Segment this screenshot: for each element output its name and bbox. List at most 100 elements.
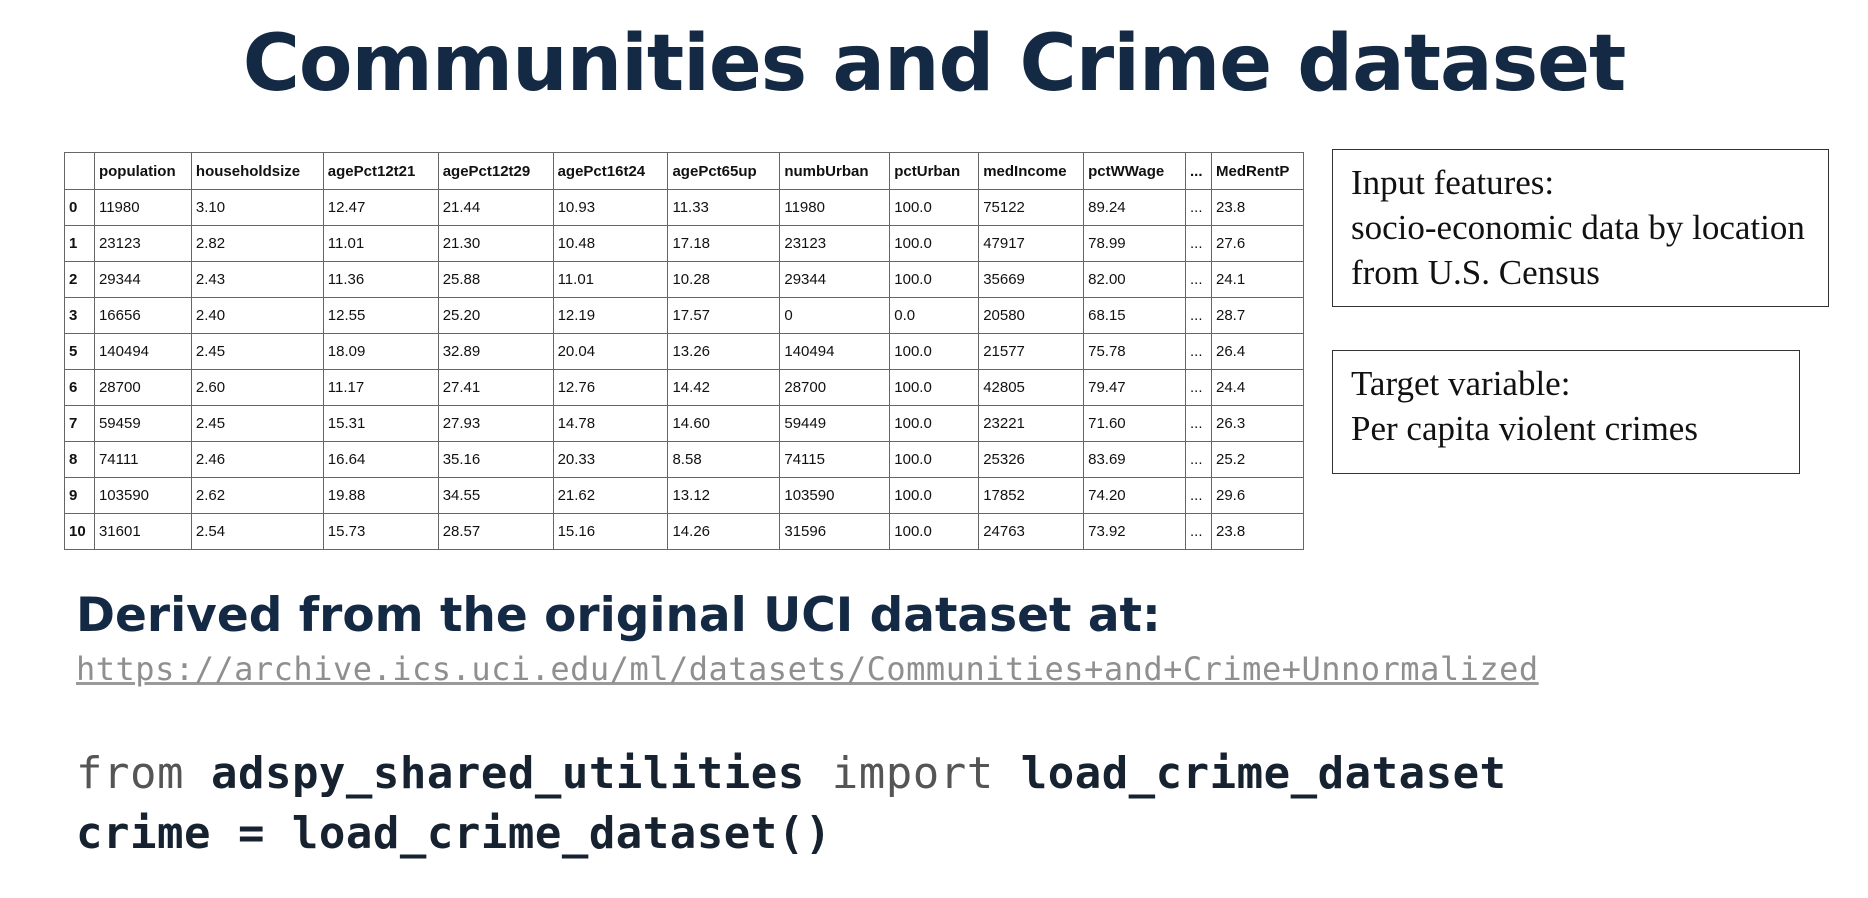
table-cell: 16656 [93, 297, 192, 334]
table-cell: 25.88 [437, 261, 554, 298]
column-header: ... [1185, 152, 1212, 190]
table-cell: 2.45 [190, 405, 324, 442]
table-cell: 35669 [978, 261, 1085, 298]
dataset-link[interactable]: https://archive.ics.uci.edu/ml/datasets/… [76, 650, 1539, 688]
table-row: 2 29344 2.43 11.36 25.88 11.01 10.28 29344 100.0… [64, 261, 1304, 298]
table-cell: 11.01 [322, 225, 439, 262]
table-cell: 74.20 [1083, 477, 1187, 514]
table-cell: 2.40 [190, 297, 324, 334]
table-cell: 13.12 [667, 477, 781, 514]
table-cell: 71.60 [1083, 405, 1187, 442]
table-cell: 29.6 [1210, 477, 1304, 514]
table-row: 5 140494 2.45 18.09 32.89 20.04 13.26 140494 100… [64, 333, 1304, 370]
table-cell: 17.18 [667, 225, 781, 262]
target-variable-box: Target variable: Per capita violent crim… [1332, 350, 1800, 474]
target-variable-desc: Per capita violent crimes [1351, 409, 1698, 448]
table-cell: 24763 [978, 513, 1085, 550]
column-header: medIncome [978, 152, 1085, 190]
table-cell: 2.60 [190, 369, 324, 406]
table-cell: 20580 [978, 297, 1085, 334]
table-cell: 2.46 [190, 441, 324, 478]
table-cell: 75122 [978, 189, 1085, 226]
table-row: 3 16656 2.40 12.55 25.20 12.19 17.57 0 0.0 20580 6… [64, 297, 1304, 334]
table-cell: 11.17 [322, 369, 439, 406]
table-cell: 24.1 [1210, 261, 1304, 298]
table-cell: 0.0 [889, 297, 980, 334]
column-header: population [93, 152, 192, 190]
table-row: 0 11980 3.10 12.47 21.44 10.93 11.33 11980 100.0… [64, 189, 1304, 226]
table-cell: 23.8 [1210, 513, 1304, 550]
column-header: householdsize [190, 152, 324, 190]
table-row: 8 74111 2.46 16.64 35.16 20.33 8.58 74115 100.0 2… [64, 441, 1304, 478]
column-header: agePct12t29 [437, 152, 554, 190]
table-cell: 3.10 [190, 189, 324, 226]
table-cell: 2.43 [190, 261, 324, 298]
row-index: 3 [64, 297, 95, 334]
row-index: 1 [64, 225, 95, 262]
input-features-source: from U.S. Census [1351, 253, 1600, 292]
table-cell: 24.4 [1210, 369, 1304, 406]
table-cell: 29344 [93, 261, 192, 298]
row-index: 10 [64, 513, 95, 550]
table-cell: 29344 [779, 261, 891, 298]
column-header: pctUrban [889, 152, 980, 190]
table-cell: 140494 [779, 333, 891, 370]
table-cell: 2.54 [190, 513, 324, 550]
code-keyword-import: import [831, 748, 994, 799]
table-cell: 103590 [93, 477, 192, 514]
table-cell: 82.00 [1083, 261, 1187, 298]
table-cell: 100.0 [889, 441, 980, 478]
table-cell: 25.20 [437, 297, 554, 334]
table-cell: 15.73 [322, 513, 439, 550]
table-cell: 27.93 [437, 405, 554, 442]
table-cell: 100.0 [889, 405, 980, 442]
column-header: agePct65up [667, 152, 781, 190]
table-cell: ... [1185, 477, 1212, 514]
table-cell: 10.48 [552, 225, 669, 262]
table-cell: ... [1185, 189, 1212, 226]
row-index: 8 [64, 441, 95, 478]
code-keyword-from: from [76, 748, 184, 799]
table-cell: 73.92 [1083, 513, 1187, 550]
table-cell: 10.28 [667, 261, 781, 298]
table-cell: 17852 [978, 477, 1085, 514]
table-cell: 25326 [978, 441, 1085, 478]
index-header [64, 152, 95, 190]
table-cell: ... [1185, 297, 1212, 334]
table-cell: 16.64 [322, 441, 439, 478]
table-cell: 15.16 [552, 513, 669, 550]
table-cell: 47917 [978, 225, 1085, 262]
table-cell: 11980 [93, 189, 192, 226]
table-cell: 28.7 [1210, 297, 1304, 334]
table-cell: 83.69 [1083, 441, 1187, 478]
row-index: 6 [64, 369, 95, 406]
table-cell: 100.0 [889, 369, 980, 406]
table-cell: 19.88 [322, 477, 439, 514]
table-cell: ... [1185, 369, 1212, 406]
column-header: numbUrban [779, 152, 891, 190]
table-cell: 21.62 [552, 477, 669, 514]
table-cell: 100.0 [889, 513, 980, 550]
table-cell: 59449 [779, 405, 891, 442]
table-cell: 25.2 [1210, 441, 1304, 478]
table-cell: 100.0 [889, 261, 980, 298]
table-cell: 140494 [93, 333, 192, 370]
dataframe-preview: population householdsize agePct12t21 agePct… [64, 152, 1304, 552]
code-function-name: load_crime_dataset [1020, 748, 1507, 799]
table-cell: 14.78 [552, 405, 669, 442]
column-header: pctWWage [1083, 152, 1187, 190]
table-cell: 32.89 [437, 333, 554, 370]
table-cell: 31601 [93, 513, 192, 550]
table-cell: 31596 [779, 513, 891, 550]
table-cell: 12.47 [322, 189, 439, 226]
table-header-row: population householdsize agePct12t21 agePct… [64, 152, 1304, 190]
table-cell: 103590 [779, 477, 891, 514]
table-cell: 12.76 [552, 369, 669, 406]
row-index: 0 [64, 189, 95, 226]
table-cell: 28.57 [437, 513, 554, 550]
row-index: 9 [64, 477, 95, 514]
data-table: population householdsize agePct12t21 agePct… [64, 152, 1304, 550]
table-cell: ... [1185, 333, 1212, 370]
table-cell: 14.60 [667, 405, 781, 442]
table-cell: 20.04 [552, 333, 669, 370]
